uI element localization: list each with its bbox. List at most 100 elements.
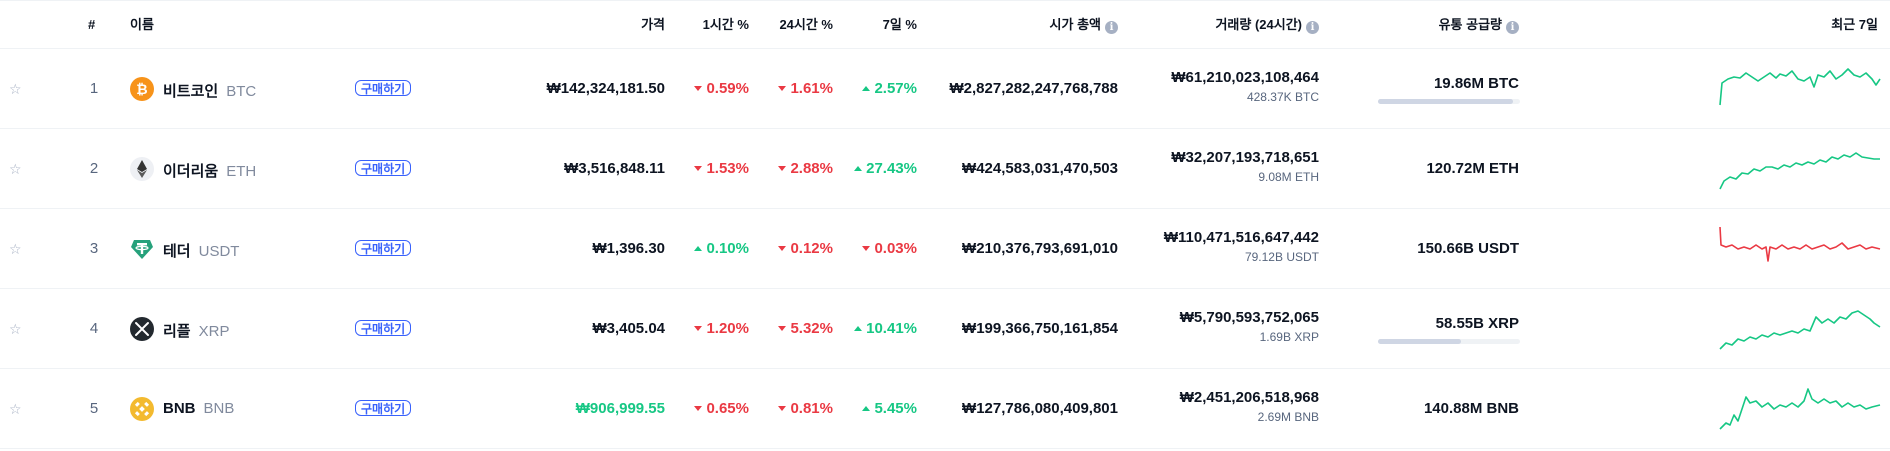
change-24h: 0.12% — [778, 240, 833, 257]
caret-down-icon — [694, 406, 703, 411]
sparkline-7d-chart[interactable] — [1718, 145, 1882, 193]
header-24h[interactable]: 24시간 % — [779, 17, 833, 32]
change-7d: 27.43% — [854, 160, 917, 177]
coin-name: 리플 — [163, 323, 191, 340]
supply-value: 140.88M BNB — [1423, 400, 1519, 417]
coin-name-link[interactable]: BNB BNB — [163, 400, 234, 417]
change-1h: 0.59% — [694, 80, 749, 97]
volume-value[interactable]: ₩61,210,023,108,464 — [1171, 69, 1319, 86]
buy-button[interactable]: 구매하기 — [355, 160, 412, 176]
header-volume-label: 거래량 (24시간) — [1215, 17, 1302, 32]
xrp-icon — [130, 317, 154, 341]
supply-progress-fill — [1378, 339, 1461, 344]
star-icon[interactable]: ☆ — [9, 241, 22, 257]
table-row[interactable]: ☆ 1 ₿ 비트코인 BTC 구매하기 ₩142,324,181.50 0.59% 1.61% 2… — [0, 49, 1890, 129]
info-icon[interactable]: i — [1105, 21, 1118, 34]
rank-number: 2 — [89, 160, 99, 177]
change-1h: 1.20% — [694, 320, 749, 337]
coin-symbol: XRP — [198, 323, 230, 340]
info-icon[interactable]: i — [1306, 21, 1319, 34]
change-1h-value: 1.20% — [706, 320, 749, 337]
coin-name-link[interactable]: 테더 USDT — [163, 240, 239, 261]
sparkline-7d-chart[interactable] — [1718, 305, 1882, 353]
header-1h[interactable]: 1시간 % — [702, 17, 749, 32]
market-cap-value: ₩127,786,080,409,801 — [962, 400, 1118, 417]
volume-value[interactable]: ₩110,471,516,647,442 — [1163, 229, 1319, 246]
change-7d-value: 5.45% — [874, 400, 917, 417]
change-1h: 1.53% — [694, 160, 749, 177]
buy-button[interactable]: 구매하기 — [355, 80, 412, 96]
price-value: ₩3,405.04 — [592, 320, 665, 337]
bnb-icon — [130, 397, 154, 421]
buy-button[interactable]: 구매하기 — [355, 400, 412, 416]
star-icon[interactable]: ☆ — [9, 81, 22, 97]
sparkline-7d-chart[interactable] — [1718, 65, 1882, 113]
caret-down-icon — [778, 86, 787, 91]
coin-symbol: ETH — [226, 163, 257, 180]
volume-value[interactable]: ₩32,207,193,718,651 — [1171, 149, 1319, 166]
volume-sub-value: 1.69B XRP — [1259, 330, 1319, 344]
supply-progress-bar — [1378, 339, 1520, 344]
coin-name-link[interactable]: 비트코인 BTC — [163, 80, 256, 101]
table-row[interactable]: ☆ 4 리플 XRP 구매하기 ₩3,405.04 1.20% 5.32% 10.41% ₩199… — [0, 289, 1890, 369]
market-cap-value: ₩424,583,031,470,503 — [962, 160, 1118, 177]
caret-down-icon — [694, 166, 703, 171]
sparkline-path — [1719, 68, 1881, 106]
coin-name: 비트코인 — [163, 83, 219, 100]
volume-value[interactable]: ₩2,451,206,518,968 — [1179, 389, 1319, 406]
coin-name-link[interactable]: 리플 XRP — [163, 320, 229, 341]
header-7d[interactable]: 7일 % — [882, 17, 917, 32]
rank-number: 4 — [89, 320, 99, 337]
star-icon[interactable]: ☆ — [9, 401, 22, 417]
caret-down-icon — [862, 246, 871, 251]
price-value: ₩142,324,181.50 — [546, 80, 665, 97]
market-cap-value: ₩210,376,793,691,010 — [962, 240, 1118, 257]
change-7d-value: 27.43% — [866, 160, 917, 177]
change-7d: 0.03% — [862, 240, 917, 257]
caret-down-icon — [778, 326, 787, 331]
header-market-cap-label: 시가 총액 — [1049, 17, 1101, 32]
coin-symbol: USDT — [198, 243, 240, 260]
coin-name: 테더 — [163, 243, 191, 260]
supply-value: 150.66B USDT — [1417, 240, 1519, 257]
table-row[interactable]: ☆ 5 BNB BNB 구매하기 ₩906,999.55 0.65% 0.81% 5.45% ₩1… — [0, 369, 1890, 449]
ethereum-icon — [130, 157, 154, 181]
sparkline-7d-chart[interactable] — [1718, 385, 1882, 433]
change-1h: 0.10% — [694, 240, 749, 257]
table-row[interactable]: ☆ 2 이더리움 ETH 구매하기 ₩3,516,848.11 1.53% 2.88% 27.4… — [0, 129, 1890, 209]
coin-name-link[interactable]: 이더리움 ETH — [163, 160, 256, 181]
buy-button[interactable]: 구매하기 — [355, 320, 412, 336]
header-market-cap[interactable]: 시가 총액 i — [1050, 1, 1118, 49]
change-1h-value: 0.65% — [706, 400, 749, 417]
star-icon[interactable]: ☆ — [9, 161, 22, 177]
rank-number: 3 — [89, 240, 99, 257]
market-cap-value: ₩199,366,750,161,854 — [962, 320, 1118, 337]
table-row[interactable]: ☆ 3 테더 USDT 구매하기 ₩1,396.30 0.10% 0.12% 0.03% ₩210… — [0, 209, 1890, 289]
caret-up-icon — [854, 166, 863, 171]
change-24h-value: 0.81% — [790, 400, 833, 417]
info-icon[interactable]: i — [1506, 21, 1519, 34]
volume-value[interactable]: ₩5,790,593,752,065 — [1179, 309, 1319, 326]
header-supply[interactable]: 유통 공급량 i — [1439, 1, 1519, 49]
buy-button[interactable]: 구매하기 — [355, 240, 412, 256]
star-icon[interactable]: ☆ — [9, 321, 22, 337]
header-name[interactable]: 이름 — [130, 17, 154, 32]
volume-sub-value: 428.37K BTC — [1246, 90, 1319, 104]
sparkline-path — [1719, 152, 1880, 190]
change-1h: 0.65% — [694, 400, 749, 417]
change-24h: 2.88% — [778, 160, 833, 177]
header-rank[interactable]: # — [88, 17, 96, 32]
caret-up-icon — [862, 86, 871, 91]
supply-value: 58.55B XRP — [1435, 315, 1519, 332]
sparkline-7d-chart[interactable] — [1718, 225, 1882, 273]
caret-down-icon — [778, 166, 787, 171]
price-value: ₩3,516,848.11 — [564, 160, 665, 177]
header-volume[interactable]: 거래량 (24시간) i — [1215, 1, 1319, 49]
sparkline-path — [1719, 388, 1881, 430]
change-7d-value: 2.57% — [874, 80, 917, 97]
rank-number: 1 — [89, 80, 99, 97]
change-7d: 5.45% — [862, 400, 917, 417]
header-price[interactable]: 가격 — [641, 17, 665, 32]
change-24h: 5.32% — [778, 320, 833, 337]
supply-progress-fill — [1378, 99, 1513, 104]
